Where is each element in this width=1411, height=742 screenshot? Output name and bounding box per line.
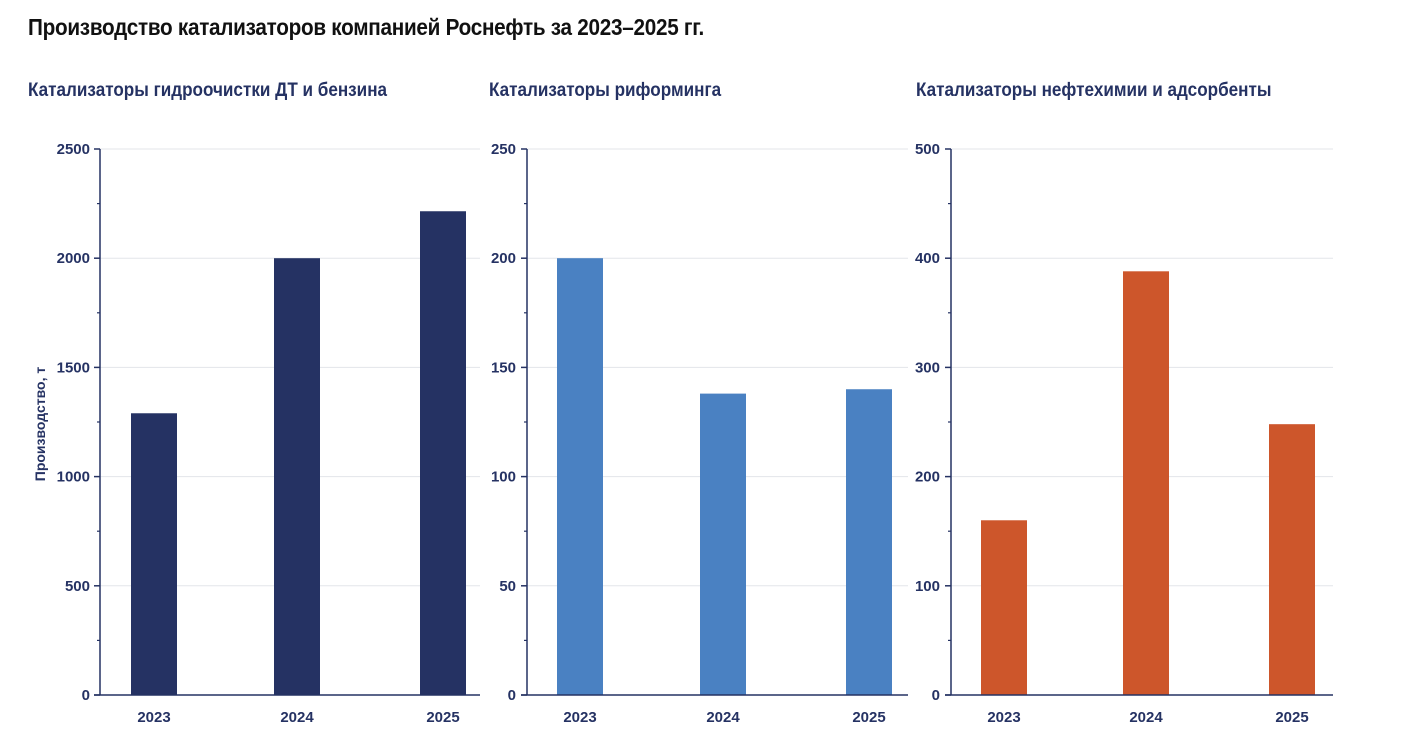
x-tick-label: 2024: [706, 709, 740, 726]
chart-title-petrochem: Катализаторы нефтехимии и адсорбенты: [916, 80, 1272, 101]
x-tick-label: 2025: [426, 709, 459, 726]
bar-2025: [420, 211, 466, 695]
y-tick-label: 200: [915, 469, 940, 486]
bar-2024: [700, 393, 746, 695]
y-tick-label: 400: [915, 250, 940, 267]
x-tick-label: 2023: [137, 709, 170, 726]
y-tick-label: 500: [915, 141, 940, 158]
bar-2024: [274, 258, 320, 695]
bar-2023: [131, 413, 177, 695]
y-tick-label: 100: [915, 578, 940, 595]
y-tick-label: 300: [915, 359, 940, 376]
x-tick-label: 2024: [280, 709, 314, 726]
x-tick-label: 2023: [987, 709, 1020, 726]
y-tick-label: 2000: [57, 250, 90, 267]
bar-2025: [1269, 424, 1315, 695]
bar-2024: [1123, 271, 1169, 695]
y-tick-label: 0: [932, 687, 940, 704]
y-tick-label: 250: [491, 141, 516, 158]
y-axis-label: Производство, т: [32, 367, 48, 482]
bar-2023: [981, 520, 1027, 695]
y-tick-label: 1500: [57, 359, 90, 376]
y-tick-label: 500: [65, 578, 90, 595]
y-tick-label: 100: [491, 469, 516, 486]
y-tick-label: 1000: [57, 469, 90, 486]
x-tick-label: 2024: [1129, 709, 1163, 726]
bar-2025: [846, 389, 892, 695]
x-tick-label: 2025: [852, 709, 885, 726]
x-tick-label: 2025: [1275, 709, 1308, 726]
y-tick-label: 200: [491, 250, 516, 267]
y-tick-label: 50: [499, 578, 516, 595]
chart-title-hydrotreating: Катализаторы гидроочистки ДТ и бензина: [28, 80, 388, 101]
chart-title-reforming: Катализаторы риформинга: [489, 80, 722, 101]
y-tick-label: 2500: [57, 141, 90, 158]
y-tick-label: 150: [491, 359, 516, 376]
y-tick-label: 0: [508, 687, 516, 704]
page-title: Производство катализаторов компанией Рос…: [28, 14, 705, 40]
x-tick-label: 2023: [563, 709, 596, 726]
y-tick-label: 0: [82, 687, 90, 704]
bar-2023: [557, 258, 603, 695]
